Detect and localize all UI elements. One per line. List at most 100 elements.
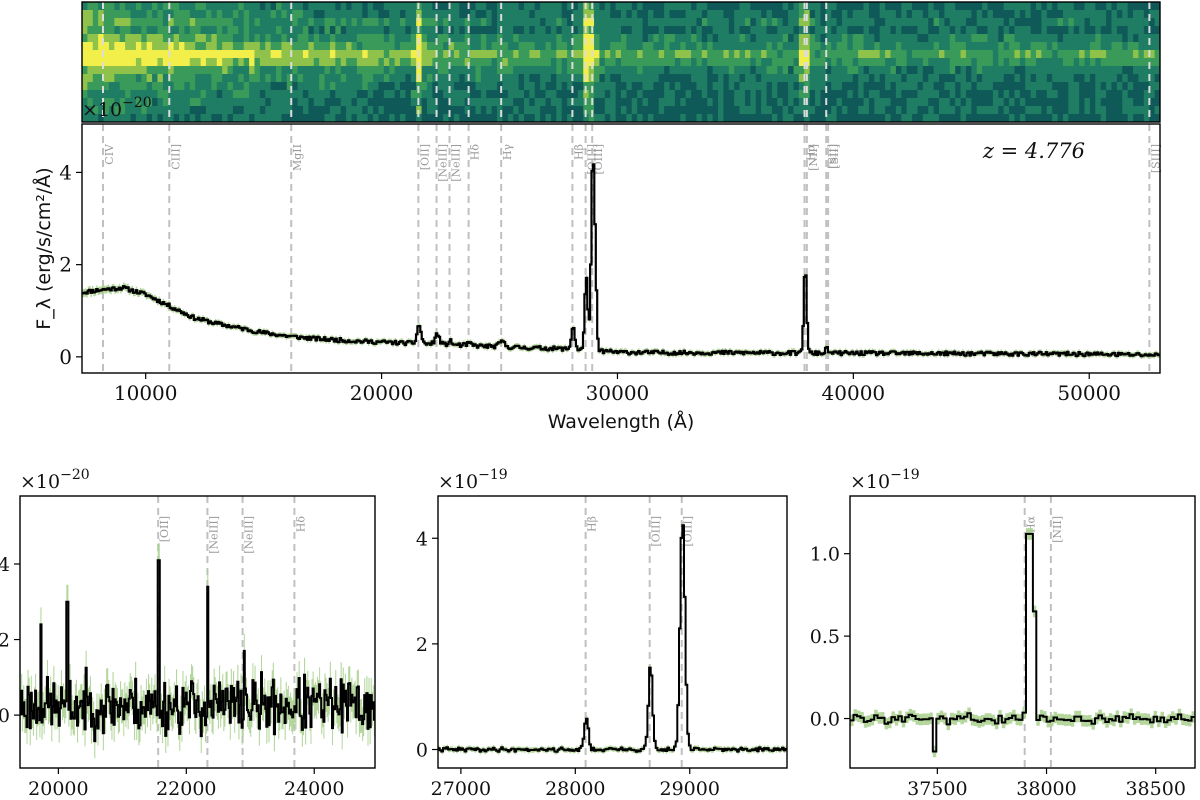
heatmap-cell (912, 114, 918, 123)
heatmap-cell (189, 114, 196, 123)
heatmap-cell (847, 50, 854, 59)
heatmap-cell (302, 26, 309, 35)
heatmap-cell (400, 26, 406, 35)
heatmap-cell (739, 50, 746, 59)
heatmap-cell (1127, 98, 1134, 107)
heatmap-cell (1133, 82, 1139, 91)
heatmap-cell (173, 58, 180, 67)
heatmap-cell (276, 18, 282, 27)
heatmap-cell (1122, 66, 1129, 75)
heatmap-cell (421, 74, 428, 83)
heatmap-cell (917, 42, 924, 51)
heatmap-cell (302, 82, 309, 91)
heatmap-cell (405, 34, 412, 43)
heatmap-cell (1089, 10, 1096, 19)
heatmap-cell (804, 114, 811, 123)
heatmap-cell (868, 18, 875, 27)
heatmap-cell (658, 82, 665, 91)
heatmap-cell (249, 74, 255, 83)
heatmap-cell (141, 2, 148, 11)
heatmap-cell (507, 58, 514, 67)
heatmap-cell (346, 18, 352, 27)
heatmap-cell (367, 82, 374, 91)
heatmap-cell (329, 90, 336, 99)
heatmap-cell (211, 58, 218, 67)
heatmap-cell (1025, 58, 1032, 67)
emission-line-label: [NeIII] (437, 144, 450, 182)
heatmap-cell (728, 106, 735, 115)
heatmap-cell (1073, 98, 1080, 107)
heatmap-cell (674, 82, 681, 91)
heatmap-cell (1003, 66, 1010, 75)
heatmap-cell (750, 50, 757, 59)
heatmap-cell (1127, 106, 1134, 115)
heatmap-cell (1073, 42, 1080, 51)
heatmap-cell (766, 18, 773, 27)
heatmap-cell (216, 10, 223, 19)
heatmap-cell (1154, 18, 1161, 27)
heatmap-cell (1143, 98, 1150, 107)
heatmap-cell (453, 90, 460, 99)
heatmap-cell (152, 58, 158, 67)
heatmap-cell (1133, 66, 1139, 75)
heatmap-cell (222, 34, 228, 43)
heatmap-cell (1095, 66, 1102, 75)
heatmap-cell (647, 114, 654, 123)
heatmap-cell (87, 114, 94, 123)
heatmap-cell (1030, 34, 1037, 43)
heatmap-cell (858, 42, 864, 51)
heatmap-cell (718, 74, 724, 83)
heatmap-cell (815, 18, 821, 27)
heatmap-cell (394, 58, 401, 67)
heatmap-cell (734, 34, 740, 43)
heatmap-cell (1079, 66, 1085, 75)
heatmap-cell (766, 82, 773, 91)
heatmap-cell (685, 34, 692, 43)
heatmap-cell (550, 82, 557, 91)
heatmap-cell (87, 10, 94, 19)
heatmap-cell (874, 66, 881, 75)
heatmap-cell (567, 2, 573, 11)
heatmap-cell (254, 82, 261, 91)
heatmap-cell (249, 10, 255, 19)
heatmap-cell (1089, 90, 1096, 99)
heatmap-cell (362, 58, 369, 67)
heatmap-cell (739, 114, 746, 123)
heatmap-cell (1111, 98, 1118, 107)
heatmap-cell (831, 42, 837, 51)
heatmap-cell (707, 90, 714, 99)
heatmap-cell (545, 98, 552, 107)
heatmap-cell (324, 2, 331, 11)
heatmap-cell (815, 50, 821, 59)
heatmap-cell (680, 98, 687, 107)
heatmap-cell (642, 66, 649, 75)
heatmap-cell (189, 106, 196, 115)
heatmap-cell (917, 82, 924, 91)
heatmap-cell (437, 2, 444, 11)
heatmap-cell (901, 90, 908, 99)
heatmap-cell (723, 10, 730, 19)
axis-multiplier-base: ×10 (850, 471, 890, 493)
heatmap-cell (912, 106, 918, 115)
heatmap-cell (577, 2, 584, 11)
heatmap-cell (728, 82, 735, 91)
heatmap-cell (992, 2, 999, 11)
heatmap-cell (852, 74, 859, 83)
heatmap-cell (432, 26, 439, 35)
heatmap-cell (1068, 90, 1075, 99)
heatmap-cell (647, 90, 654, 99)
heatmap-cell (949, 74, 956, 83)
heatmap-cell (351, 50, 358, 59)
axes-frame (81, 123, 1161, 374)
heatmap-cell (114, 58, 121, 67)
heatmap-cell (448, 42, 455, 51)
heatmap-cell (227, 18, 234, 27)
heatmap-cell (534, 98, 541, 107)
heatmap-cell (1014, 66, 1021, 75)
heatmap-cell (572, 58, 579, 67)
heatmap-cell (712, 74, 719, 83)
heatmap-cell (103, 82, 110, 91)
heatmap-cell (674, 106, 681, 115)
heatmap-cell (222, 10, 228, 19)
